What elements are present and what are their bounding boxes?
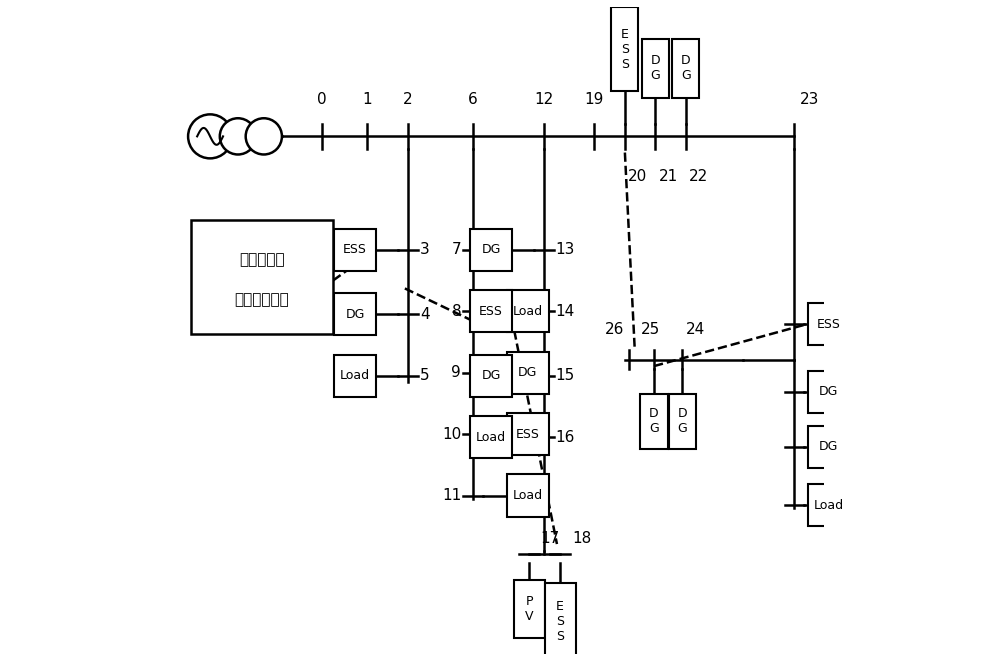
Text: D
G: D G bbox=[650, 54, 660, 83]
Circle shape bbox=[246, 118, 282, 155]
Bar bbox=[334, 355, 376, 397]
Text: 26: 26 bbox=[605, 322, 624, 337]
Text: DG: DG bbox=[518, 366, 538, 379]
Bar bbox=[507, 413, 549, 455]
Text: 20: 20 bbox=[628, 169, 647, 184]
Text: DG: DG bbox=[345, 308, 365, 321]
Bar bbox=[672, 39, 699, 98]
Text: 9: 9 bbox=[451, 365, 461, 380]
Text: D
G: D G bbox=[678, 407, 687, 435]
Text: Load: Load bbox=[513, 489, 543, 502]
Bar bbox=[507, 290, 549, 332]
Text: D
G: D G bbox=[681, 54, 691, 83]
Text: 14: 14 bbox=[556, 303, 575, 319]
Text: 24: 24 bbox=[686, 322, 705, 337]
Text: 17: 17 bbox=[541, 531, 560, 546]
Text: ESS: ESS bbox=[516, 428, 540, 440]
Text: DG: DG bbox=[819, 440, 838, 453]
Text: 能量管理系统: 能量管理系统 bbox=[234, 292, 289, 307]
Text: Load: Load bbox=[814, 498, 844, 512]
Bar bbox=[545, 583, 576, 660]
Text: D
G: D G bbox=[649, 407, 659, 435]
Bar bbox=[470, 355, 512, 397]
Text: 8: 8 bbox=[452, 303, 461, 319]
Text: 配网监控与: 配网监控与 bbox=[239, 253, 285, 268]
Text: 12: 12 bbox=[534, 93, 554, 107]
Bar bbox=[470, 229, 512, 270]
Text: Load: Load bbox=[476, 431, 506, 444]
Text: ESS: ESS bbox=[479, 305, 503, 317]
Bar bbox=[507, 352, 549, 393]
Bar bbox=[334, 293, 376, 335]
Bar bbox=[808, 485, 850, 526]
Text: Load: Load bbox=[513, 305, 543, 317]
Text: 16: 16 bbox=[556, 430, 575, 445]
Bar bbox=[808, 371, 850, 413]
Text: 5: 5 bbox=[420, 368, 429, 383]
Bar bbox=[642, 39, 669, 98]
Bar bbox=[640, 393, 668, 449]
Text: ESS: ESS bbox=[817, 317, 841, 330]
Bar bbox=[507, 475, 549, 516]
Text: DG: DG bbox=[819, 385, 838, 399]
Text: 6: 6 bbox=[468, 93, 478, 107]
Bar bbox=[470, 416, 512, 458]
Text: E
S
S: E S S bbox=[556, 600, 564, 643]
Text: 18: 18 bbox=[572, 531, 591, 546]
Text: 13: 13 bbox=[556, 242, 575, 257]
Bar bbox=[808, 426, 850, 468]
Text: 3: 3 bbox=[420, 242, 430, 257]
Text: 11: 11 bbox=[442, 488, 461, 503]
Text: Load: Load bbox=[340, 369, 370, 382]
Text: 19: 19 bbox=[584, 93, 604, 107]
Text: DG: DG bbox=[481, 369, 501, 382]
Text: 7: 7 bbox=[452, 242, 461, 257]
Bar bbox=[191, 221, 333, 334]
Text: ESS: ESS bbox=[343, 243, 367, 256]
Text: E
S
S: E S S bbox=[621, 28, 629, 71]
Text: 4: 4 bbox=[420, 307, 429, 322]
Text: 25: 25 bbox=[641, 322, 660, 337]
Text: 2: 2 bbox=[403, 93, 413, 107]
Bar bbox=[611, 7, 638, 91]
Bar bbox=[808, 303, 850, 345]
Text: DG: DG bbox=[481, 243, 501, 256]
Bar bbox=[669, 393, 696, 449]
Circle shape bbox=[188, 114, 232, 159]
Bar bbox=[334, 229, 376, 270]
Text: 22: 22 bbox=[689, 169, 708, 184]
Text: 1: 1 bbox=[363, 93, 372, 107]
Circle shape bbox=[220, 118, 256, 155]
Text: 23: 23 bbox=[800, 93, 819, 107]
Bar bbox=[514, 580, 545, 638]
Text: P
V: P V bbox=[525, 595, 533, 623]
Text: 21: 21 bbox=[659, 169, 678, 184]
Text: 10: 10 bbox=[442, 426, 461, 442]
Text: 0: 0 bbox=[317, 93, 327, 107]
Text: 15: 15 bbox=[556, 368, 575, 383]
Bar bbox=[470, 290, 512, 332]
